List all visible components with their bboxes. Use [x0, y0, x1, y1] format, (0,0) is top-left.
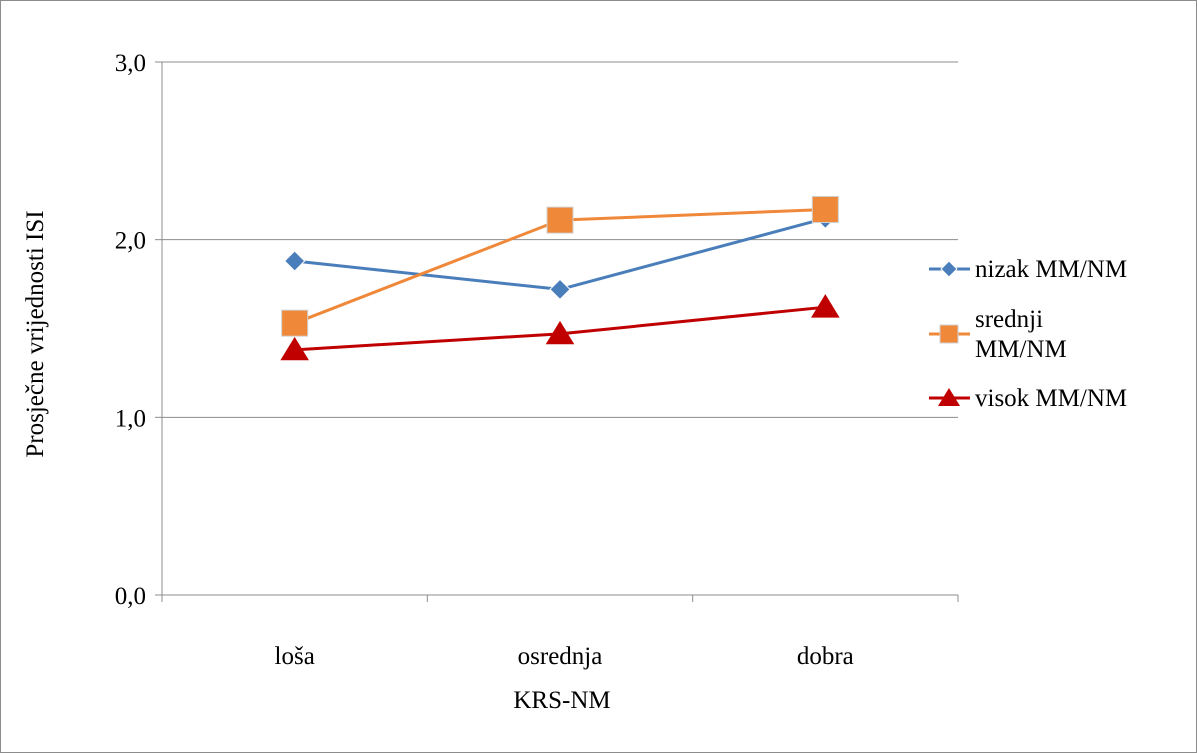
legend-swatch-marker	[939, 324, 959, 344]
data-point	[545, 320, 575, 345]
legend-label: visok MM/NM	[975, 385, 1127, 412]
y-axis-label: Prosječne vrijednosti ISI	[22, 210, 49, 457]
y-tick-label: 1,0	[115, 405, 146, 432]
axes	[155, 61, 959, 602]
series-lines	[280, 195, 840, 361]
legend-label: nizak MM/NM	[975, 256, 1127, 283]
data-point	[549, 278, 571, 301]
gridlines	[162, 61, 958, 418]
legend-item: srednji MM/NM	[929, 306, 1067, 363]
legend-item: nizak MM/NM	[929, 256, 1127, 283]
series-2	[281, 195, 839, 337]
legend: nizak MM/NM srednji MM/NM visok MM/NM	[929, 256, 1127, 412]
x-axis-label: KRS-NM	[513, 687, 610, 714]
legend-swatch-marker	[938, 388, 960, 406]
legend-item: visok MM/NM	[929, 385, 1127, 412]
data-point	[811, 195, 839, 223]
y-tick-label: 0,0	[115, 583, 146, 610]
data-point	[280, 336, 309, 361]
legend-label: srednji MM/NM	[975, 306, 1067, 363]
y-tick-label: 3,0	[115, 50, 146, 77]
legend-swatch-marker	[940, 260, 958, 278]
x-tick-label: loša	[275, 643, 315, 670]
y-tick-label: 2,0	[115, 228, 146, 255]
data-point	[283, 250, 306, 272]
data-point	[546, 206, 574, 234]
y-tick-labels: 0,0 1,0 2,0 3,0	[115, 50, 146, 610]
x-tick-label: dobra	[797, 643, 854, 670]
data-point	[281, 309, 309, 337]
series-3	[280, 294, 840, 361]
data-point	[811, 294, 840, 318]
x-tick-label: osrednja	[518, 643, 603, 670]
x-tick-labels: loša osrednja dobra	[275, 643, 854, 670]
